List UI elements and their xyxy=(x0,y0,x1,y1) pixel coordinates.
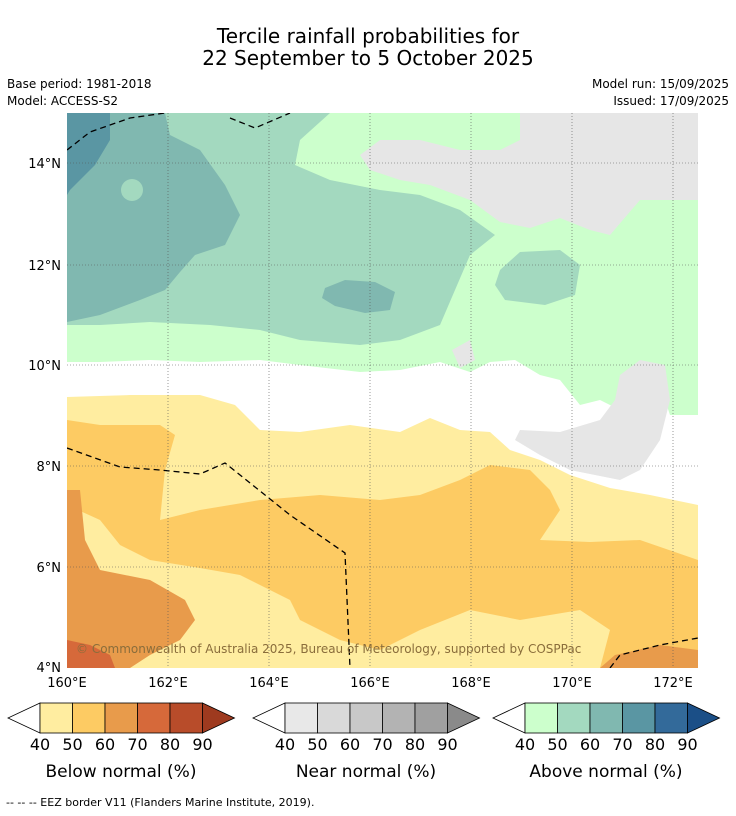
near-colorbar-segment xyxy=(414,702,448,734)
lon-label-160: 160°E xyxy=(47,676,87,691)
lat-label-12: 12°N xyxy=(28,259,61,274)
eez-footnote: -- -- -- EEZ border V11 (Flanders Marine… xyxy=(6,796,315,809)
near-tick-label: 70 xyxy=(372,735,393,754)
lat-label-6: 6°N xyxy=(37,561,62,576)
lon-label-172: 172°E xyxy=(653,676,693,691)
below-normal-label: Below normal (%) xyxy=(45,762,197,782)
below-tick-label: 40 xyxy=(29,735,51,754)
issued-date: Issued: 17/09/2025 xyxy=(613,94,729,108)
below-colorbar-segment xyxy=(137,702,171,734)
title-line-2: 22 September to 5 October 2025 xyxy=(202,46,534,70)
lon-labels: 160°E 162°E 164°E 166°E 168°E 170°E 172°… xyxy=(47,676,693,691)
model-run: Model run: 15/09/2025 xyxy=(591,77,729,91)
above-colorbar-segment xyxy=(622,702,656,734)
near-normal-label: Near normal (%) xyxy=(295,762,437,782)
below-colorbar-segment xyxy=(104,702,138,734)
below-colorbar-lower-extend xyxy=(7,702,41,734)
near-tick-label: 40 xyxy=(274,735,296,754)
above-tick-label: 80 xyxy=(644,735,666,754)
eez-border-north xyxy=(67,113,291,151)
below-tick-label: 70 xyxy=(127,735,148,754)
below-normal-60-patch-e xyxy=(600,645,698,668)
above-colorbar-segment xyxy=(524,702,558,734)
lon-label-166: 166°E xyxy=(350,676,390,691)
above-colorbar-segment xyxy=(557,702,591,734)
map-fill-layer: © Commonwealth of Australia 2025, Bureau… xyxy=(67,113,698,668)
below-tick-label: 60 xyxy=(94,735,116,754)
below-colorbar-segment xyxy=(39,702,73,734)
below-tick-label: 90 xyxy=(192,735,213,754)
above-normal-50-patch xyxy=(495,250,580,305)
base-period: Base period: 1981-2018 xyxy=(7,77,152,91)
colorbar-near-normal xyxy=(252,702,481,734)
gridlines xyxy=(67,113,698,668)
near-normal-region-ne xyxy=(360,113,698,235)
lon-label-168: 168°E xyxy=(451,676,491,691)
above-colorbar-lower-extend xyxy=(492,702,526,734)
lat-label-14: 14°N xyxy=(28,157,61,172)
lat-label-4: 4°N xyxy=(37,661,62,676)
near-tick-label: 90 xyxy=(437,735,458,754)
below-normal-70-region xyxy=(67,640,115,668)
lon-label-162: 162°E xyxy=(148,676,188,691)
above-tick-label: 90 xyxy=(677,735,698,754)
above-colorbar-segment xyxy=(589,702,623,734)
above-tick-label: 40 xyxy=(514,735,536,754)
near-colorbar-segment xyxy=(284,702,318,734)
near-tick-label: 50 xyxy=(307,735,328,754)
below-colorbar-segment xyxy=(72,702,106,734)
above-normal-70-region xyxy=(67,113,110,195)
title-line-1: Tercile rainfall probabilities for xyxy=(216,24,520,48)
model-name: Model: ACCESS-S2 xyxy=(7,94,119,108)
above-colorbar-upper-extend xyxy=(687,702,721,734)
above-normal-label: Above normal (%) xyxy=(529,762,683,782)
above-normal-60-patch xyxy=(322,280,395,313)
above-normal-60-region xyxy=(67,113,240,322)
near-colorbar-segment xyxy=(317,702,351,734)
above-colorbar-segment xyxy=(654,702,688,734)
near-colorbar-lower-extend xyxy=(252,702,286,734)
near-normal-region-e xyxy=(515,360,670,480)
below-colorbar-upper-extend xyxy=(202,702,236,734)
below-tick-label: 80 xyxy=(159,735,181,754)
lon-label-170: 170°E xyxy=(552,676,592,691)
below-tick-label: 50 xyxy=(62,735,83,754)
colorbar-below-normal xyxy=(7,702,236,734)
above-tick-label: 60 xyxy=(579,735,601,754)
above-tick-label: 50 xyxy=(547,735,568,754)
above-tick-label: 70 xyxy=(612,735,633,754)
lat-label-10: 10°N xyxy=(28,359,61,374)
below-colorbar-segment xyxy=(169,702,203,734)
copyright-text: © Commonwealth of Australia 2025, Bureau… xyxy=(76,642,581,656)
near-tick-label: 60 xyxy=(339,735,361,754)
colorbar-above-normal xyxy=(492,702,721,734)
below-normal-50-region xyxy=(67,420,698,668)
lat-labels: 14°N 12°N 10°N 8°N 6°N 4°N xyxy=(28,157,61,676)
near-tick-label: 80 xyxy=(404,735,426,754)
lon-label-164: 164°E xyxy=(249,676,289,691)
near-colorbar-segment xyxy=(382,702,416,734)
lat-label-8: 8°N xyxy=(37,460,62,475)
near-colorbar-segment xyxy=(349,702,383,734)
eez-border-central xyxy=(67,447,351,668)
near-normal-patch xyxy=(452,340,475,368)
near-colorbar-upper-extend xyxy=(447,702,481,734)
below-normal-60-region xyxy=(67,490,195,668)
